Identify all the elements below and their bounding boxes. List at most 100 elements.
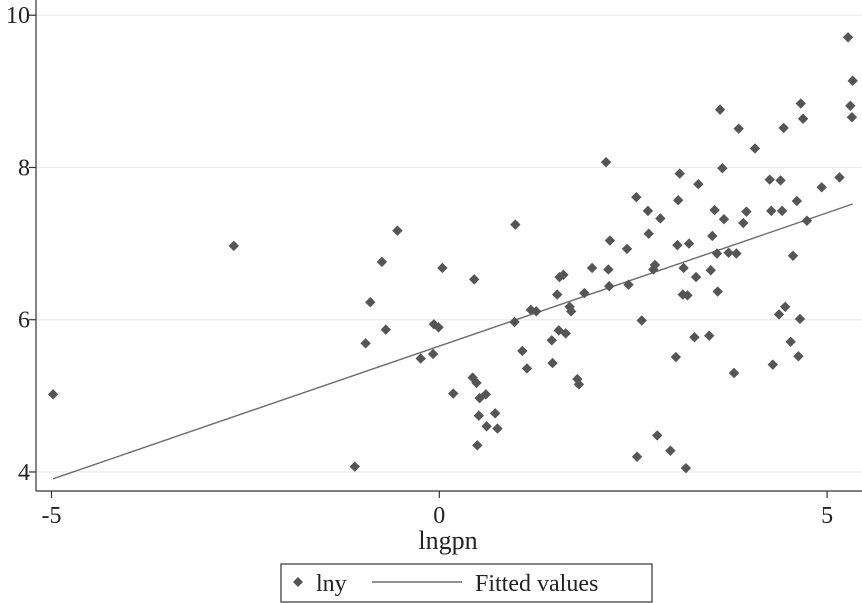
lny-point (47, 389, 59, 400)
y-tick-label: 8 (18, 155, 30, 181)
fitted-values-line (52, 203, 853, 480)
lny-point (680, 462, 692, 474)
lny-point (709, 204, 720, 216)
lny-point (791, 195, 803, 207)
lny-point (776, 205, 788, 217)
lny-point (492, 423, 503, 434)
lny-point (489, 408, 501, 419)
lny-point (349, 461, 360, 472)
lny-point (360, 338, 371, 349)
legend-diamond-marker (293, 577, 303, 587)
lny-point (689, 332, 700, 343)
grid-lines (36, 14, 862, 473)
lny-point (565, 306, 577, 317)
lny-point (380, 324, 391, 335)
lny-point (767, 359, 779, 370)
lny-point (586, 262, 598, 274)
lny-point (733, 123, 744, 134)
lny-point (665, 445, 676, 456)
x-tick-label: 0 (433, 503, 445, 529)
legend-label-lny: lny (316, 571, 347, 597)
lny-point (677, 289, 689, 300)
lny-point (642, 205, 654, 217)
lny-point (816, 182, 827, 193)
legend: lny Fitted values (280, 563, 653, 603)
lny-point (655, 213, 666, 224)
lny-point (749, 143, 761, 154)
legend-box (280, 563, 653, 603)
lny-point (764, 174, 775, 185)
lny-point (228, 240, 239, 252)
lny-point (603, 264, 614, 275)
lny-point (738, 217, 749, 229)
y-axis-ticks: 4 6 8 10 (6, 3, 36, 486)
lny-point (712, 286, 723, 297)
lny-point (847, 75, 858, 86)
x-tick-label: 5 (821, 503, 833, 529)
y-tick-label: 4 (18, 460, 30, 486)
y-tick-label: 10 (6, 3, 30, 29)
lny-point (531, 306, 542, 317)
lny-point (842, 32, 854, 43)
lny-point (690, 271, 702, 283)
lny-point (469, 274, 480, 285)
lny-point (509, 316, 520, 328)
lny-point (472, 440, 483, 451)
lny-point (473, 410, 485, 421)
lny-point (649, 259, 661, 271)
lny-point (648, 264, 659, 275)
lny-point (711, 248, 723, 259)
lny-point (636, 315, 647, 326)
lny-point (547, 357, 558, 369)
lny-point (631, 451, 643, 462)
lny-point (480, 389, 492, 400)
lny-point (471, 377, 482, 389)
lny-point (652, 430, 663, 441)
fitted-values-layer (52, 203, 853, 480)
lny-point (731, 248, 742, 259)
lny-point (801, 215, 813, 226)
lny-point (794, 313, 806, 325)
lny-point (517, 345, 528, 357)
lny-point (797, 113, 809, 124)
lny-point (437, 262, 448, 274)
lny-point (433, 322, 444, 333)
plot-background (36, 0, 862, 491)
x-axis-title: lngpn (418, 526, 477, 555)
lny-point (682, 290, 693, 301)
lny-point (546, 335, 557, 346)
lny-point (728, 367, 740, 379)
lny-point (573, 379, 585, 390)
lny-point (778, 122, 789, 134)
lny-point (579, 287, 590, 299)
lny-point (415, 353, 426, 364)
lny-point (643, 228, 654, 239)
lny-point (678, 262, 689, 274)
lny-point (672, 195, 684, 206)
x-tick-label: -5 (42, 503, 62, 529)
lny-point (365, 297, 376, 308)
lny-point (392, 225, 403, 236)
lny-point (623, 279, 634, 290)
lny-point (600, 156, 612, 168)
lny-point (670, 351, 682, 363)
lny-point (558, 269, 569, 281)
lny-point (672, 239, 683, 251)
lny-point (793, 351, 804, 362)
lny-point (551, 289, 563, 300)
lny-point (780, 301, 791, 312)
lny-point (718, 214, 730, 225)
lny-point (717, 163, 728, 174)
lny-point (834, 172, 845, 183)
lny-point (775, 175, 786, 186)
lny-point (705, 265, 716, 276)
lny-point (846, 112, 858, 123)
lny-point (693, 179, 704, 190)
lny-point (674, 168, 685, 179)
lny-point (510, 219, 521, 230)
lny-point (704, 330, 715, 341)
lny-points-layer (47, 32, 858, 474)
lny-point (481, 421, 492, 432)
legend-label-fitted-values: Fitted values (475, 571, 598, 597)
